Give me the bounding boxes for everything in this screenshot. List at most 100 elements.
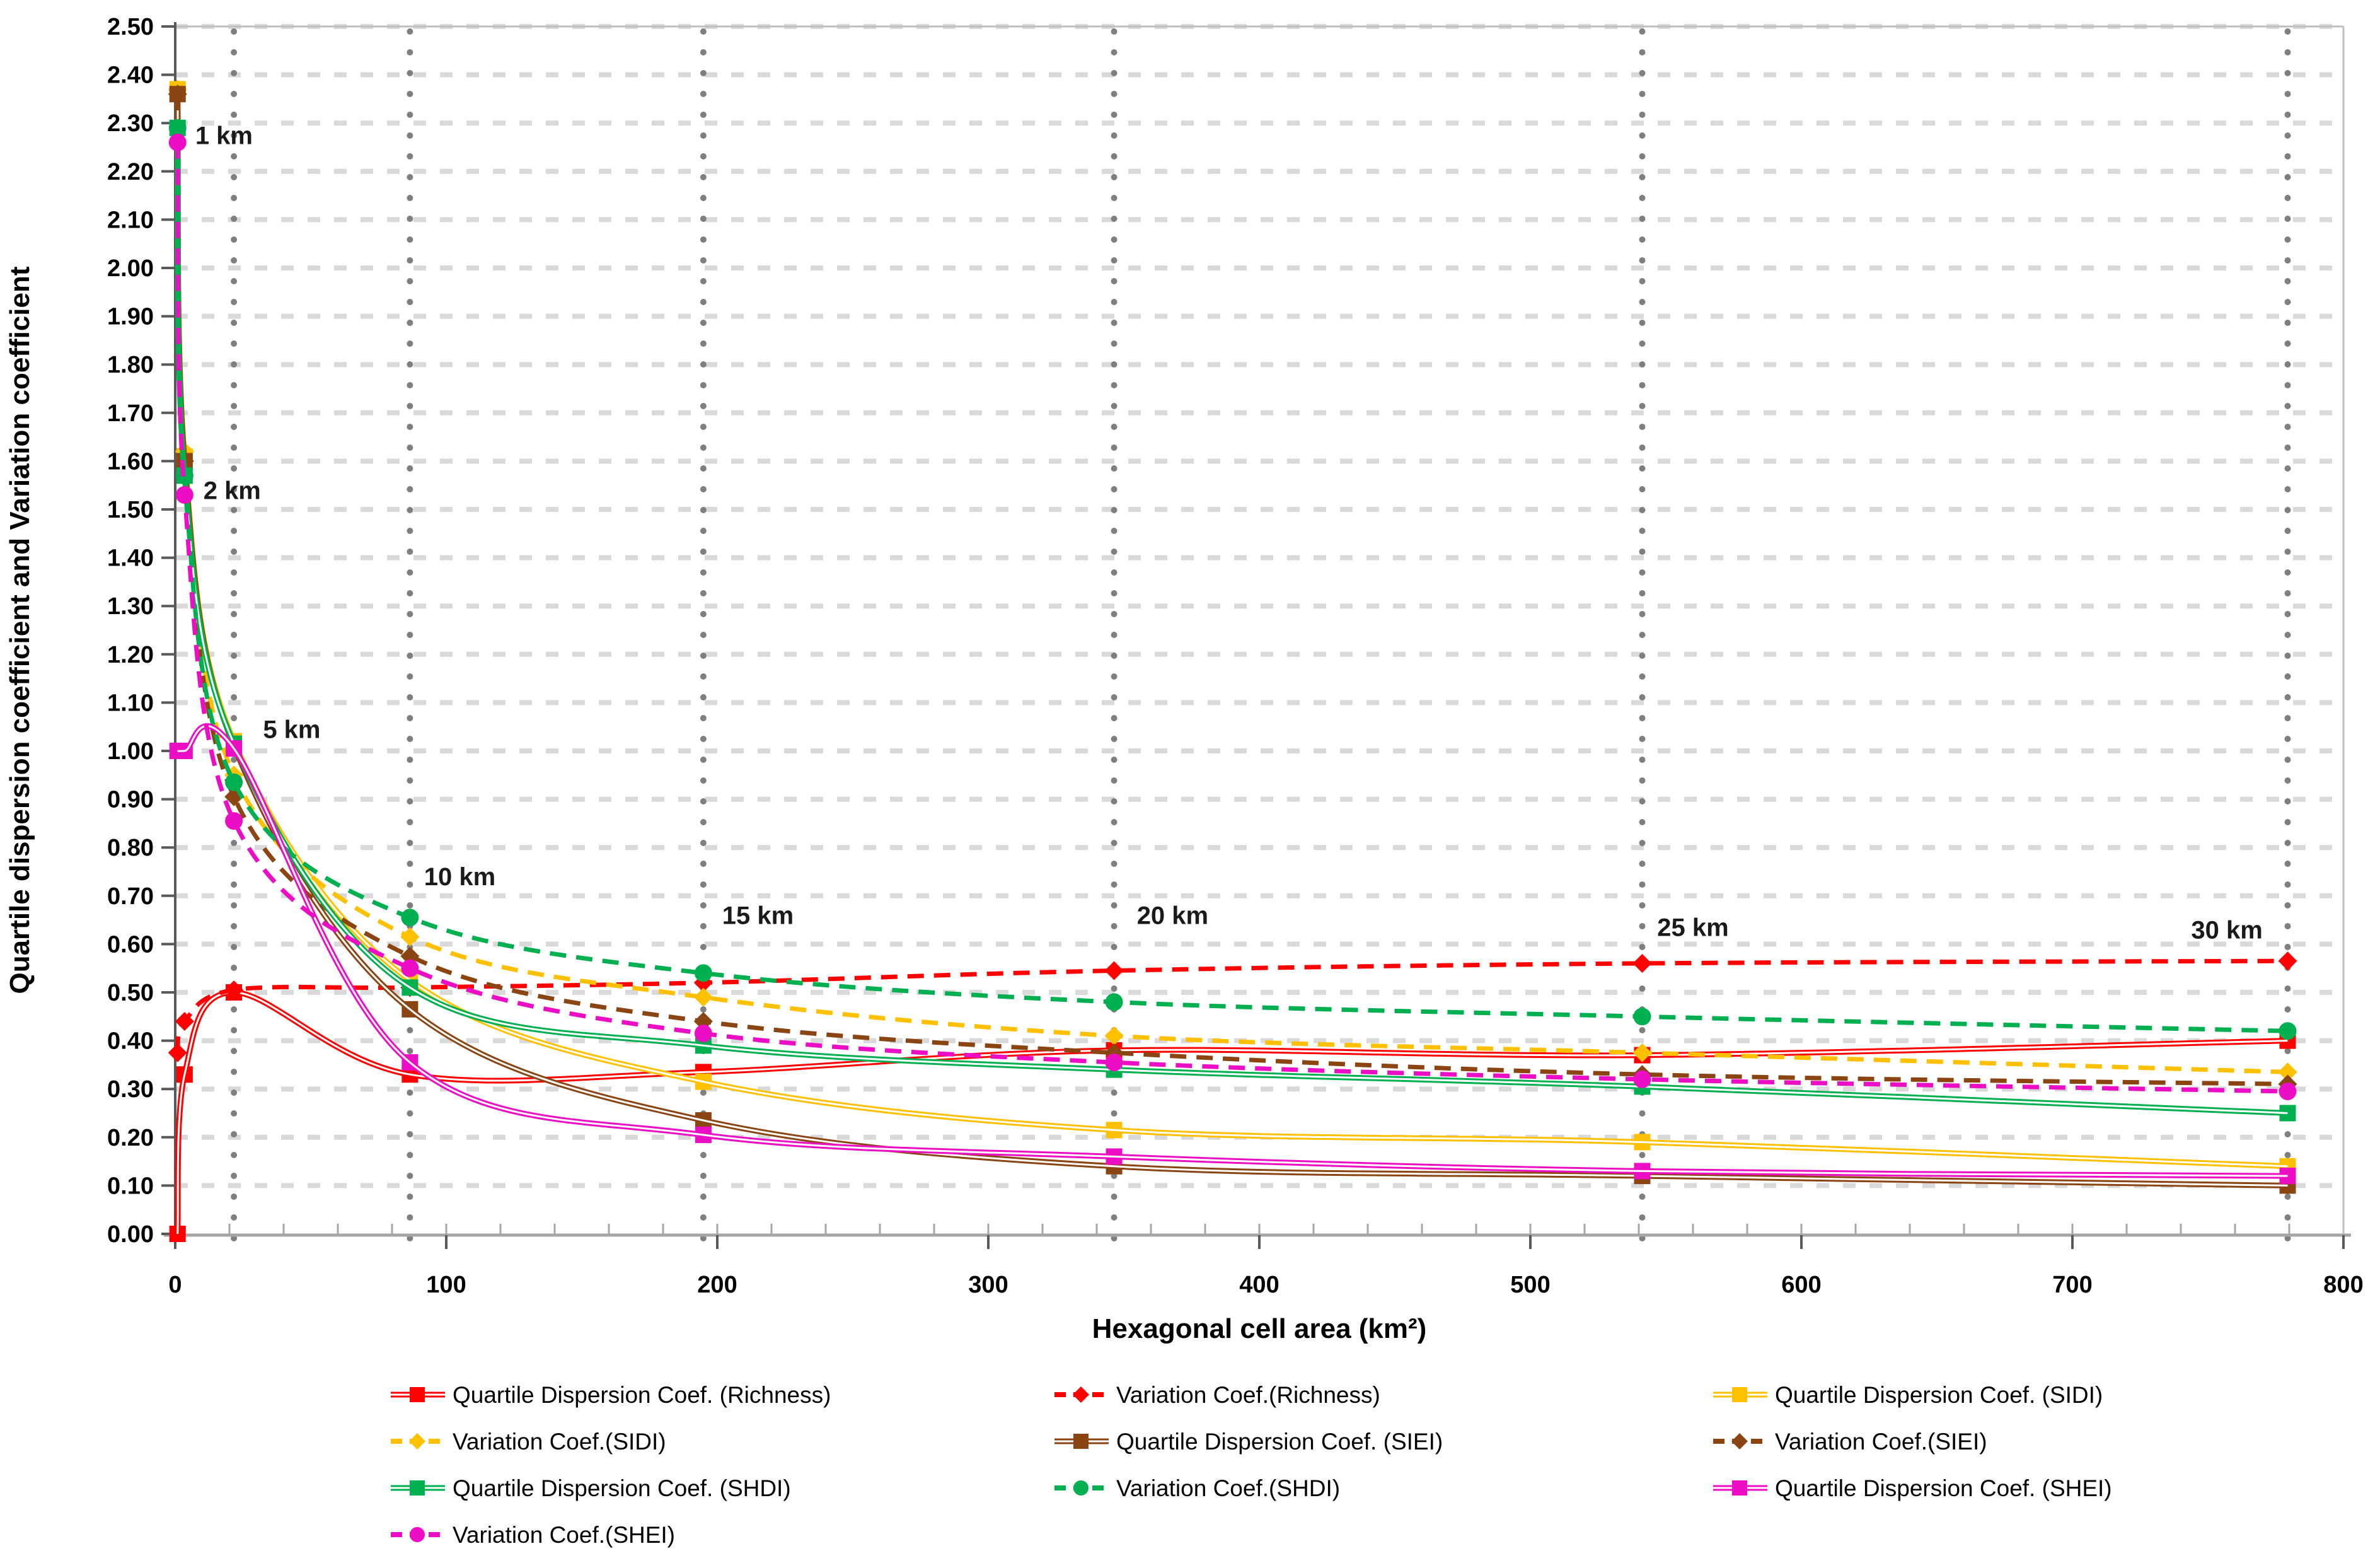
- hex-size-annotation: 1 km: [195, 122, 253, 149]
- hex-size-annotation: 2 km: [204, 477, 261, 504]
- legend-label-qdc-sidi: Quartile Dispersion Coef. (SIDI): [1775, 1382, 2103, 1408]
- legend-vc-shdi-marker: [1073, 1480, 1089, 1496]
- y-tick-label: 0.30: [107, 1076, 154, 1103]
- y-tick-label: 0.90: [107, 787, 154, 813]
- x-axis-title: Hexagonal cell area (km²): [1092, 1313, 1427, 1344]
- legend-vc-richness-marker: [1073, 1386, 1089, 1403]
- vc-siei-marker: [168, 84, 187, 104]
- legend-qdc-richness-marker: [410, 1387, 425, 1402]
- vc-shdi-marker: [1633, 1008, 1651, 1026]
- y-axis-title: Quartile dispersion coefficient and Vari…: [4, 266, 35, 994]
- vc-richness-marker: [168, 1043, 187, 1062]
- x-tick-label: 500: [1510, 1272, 1550, 1298]
- y-tick-label: 0.10: [107, 1173, 154, 1199]
- vc-shei-marker: [225, 812, 243, 830]
- y-tick-label: 1.30: [107, 593, 154, 620]
- vc-sidi-marker: [693, 987, 713, 1007]
- legend-item-vc-shei: Variation Coef.(SHEI): [391, 1522, 675, 1548]
- vc-shdi-marker: [1105, 993, 1123, 1011]
- y-tick-label: 2.30: [107, 110, 154, 137]
- vc-shei-marker: [168, 133, 187, 151]
- y-tick-label: 2.50: [107, 14, 154, 40]
- vc-shei-marker: [694, 1025, 712, 1043]
- x-tick-label: 200: [697, 1272, 737, 1298]
- vc-shei-marker: [1105, 1054, 1123, 1072]
- vc-shei-marker: [175, 486, 194, 504]
- series-line-qdc-sidi: [175, 89, 2288, 1170]
- legend-vc-sidi-marker: [409, 1433, 425, 1449]
- y-tick-label: 0.00: [107, 1221, 154, 1248]
- series-line-vc-richness: [175, 958, 2288, 1054]
- legend-qdc-siei-marker: [1073, 1434, 1089, 1449]
- legend-item-qdc-shdi: Quartile Dispersion Coef. (SHDI): [391, 1475, 791, 1501]
- legend-label-vc-shei: Variation Coef.(SHEI): [453, 1522, 675, 1548]
- legend-label-qdc-richness: Quartile Dispersion Coef. (Richness): [453, 1382, 831, 1408]
- vc-shei-marker: [1633, 1070, 1651, 1088]
- vc-shdi-marker: [225, 773, 243, 791]
- x-tick-label: 700: [2052, 1272, 2092, 1298]
- hex-size-annotation: 5 km: [263, 716, 320, 744]
- vc-shdi-marker: [401, 909, 419, 927]
- y-tick-label: 0.40: [107, 1028, 154, 1055]
- legend-item-qdc-sidi: Quartile Dispersion Coef. (SIDI): [1713, 1382, 2103, 1408]
- hex-size-annotation: 20 km: [1137, 902, 1208, 929]
- y-tick-label: 1.60: [107, 448, 154, 475]
- y-tick-label: 2.20: [107, 159, 154, 185]
- x-tick-label: 800: [2323, 1272, 2363, 1298]
- y-tick-label: 1.00: [107, 738, 154, 765]
- series-line-highlight-qdc-shdi: [176, 127, 2288, 1114]
- series-line-qdc-shdi: [175, 127, 2288, 1116]
- hex-size-annotation: 30 km: [2191, 916, 2262, 944]
- legend-item-vc-richness: Variation Coef.(Richness): [1054, 1382, 1380, 1408]
- vc-shei-marker: [401, 959, 419, 977]
- vc-richness-marker: [2278, 951, 2297, 971]
- series-line-vc-sidi: [175, 89, 2288, 1074]
- legend-item-vc-sidi: Variation Coef.(SIDI): [391, 1429, 666, 1455]
- legend-label-qdc-shdi: Quartile Dispersion Coef. (SHDI): [453, 1475, 791, 1501]
- legend-qdc-shdi-marker: [410, 1480, 425, 1496]
- legend-label-vc-richness: Variation Coef.(Richness): [1116, 1382, 1380, 1408]
- hex-size-annotation: 10 km: [424, 863, 495, 891]
- vc-richness-marker: [224, 980, 244, 1000]
- x-tick-label: 600: [1781, 1272, 1821, 1298]
- legend-item-qdc-richness: Quartile Dispersion Coef. (Richness): [391, 1382, 831, 1408]
- x-tick-label: 400: [1239, 1272, 1279, 1298]
- y-tick-label: 0.80: [107, 835, 154, 861]
- x-tick-label: 300: [968, 1272, 1008, 1298]
- y-tick-label: 1.40: [107, 545, 154, 572]
- legend-label-vc-sidi: Variation Coef.(SIDI): [453, 1429, 666, 1455]
- y-tick-label: 1.20: [107, 642, 154, 668]
- legend-label-vc-shdi: Variation Coef.(SHDI): [1116, 1475, 1340, 1501]
- vc-sidi-marker: [1632, 1043, 1652, 1062]
- y-tick-label: 0.60: [107, 931, 154, 958]
- legend-qdc-shei-marker: [1732, 1480, 1747, 1496]
- legend-vc-siei-marker: [1731, 1433, 1748, 1449]
- legend-qdc-sidi-marker: [1732, 1387, 1747, 1402]
- y-tick-label: 1.70: [107, 400, 154, 427]
- y-tick-label: 2.10: [107, 207, 154, 233]
- y-tick-label: 1.10: [107, 690, 154, 716]
- vc-richness-marker: [1632, 954, 1652, 973]
- series-line-highlight-qdc-sidi: [176, 89, 2288, 1168]
- legend-item-vc-shdi: Variation Coef.(SHDI): [1054, 1475, 1340, 1501]
- legend-item-qdc-siei: Quartile Dispersion Coef. (SIEI): [1054, 1429, 1443, 1455]
- legend-item-vc-siei: Variation Coef.(SIEI): [1713, 1429, 1987, 1455]
- y-tick-label: 2.00: [107, 255, 154, 282]
- legend-vc-shei-marker: [410, 1527, 425, 1542]
- vc-shdi-marker: [168, 119, 187, 137]
- y-tick-label: 1.90: [107, 304, 154, 330]
- series-line-highlight-qdc-shei: [176, 724, 2288, 1177]
- y-tick-label: 0.50: [107, 980, 154, 1006]
- y-tick-label: 1.80: [107, 352, 154, 378]
- vc-richness-marker: [175, 1011, 194, 1031]
- y-tick-label: 1.50: [107, 497, 154, 523]
- vc-sidi-marker: [400, 927, 420, 946]
- y-tick-label: 0.20: [107, 1125, 154, 1151]
- legend-label-qdc-siei: Quartile Dispersion Coef. (SIEI): [1116, 1429, 1443, 1455]
- y-tick-label: 2.40: [107, 62, 154, 89]
- x-tick-label: 0: [168, 1272, 182, 1298]
- vc-shdi-marker: [694, 964, 712, 982]
- vc-sidi-marker: [1104, 1026, 1124, 1045]
- hex-size-annotation: 15 km: [722, 902, 794, 929]
